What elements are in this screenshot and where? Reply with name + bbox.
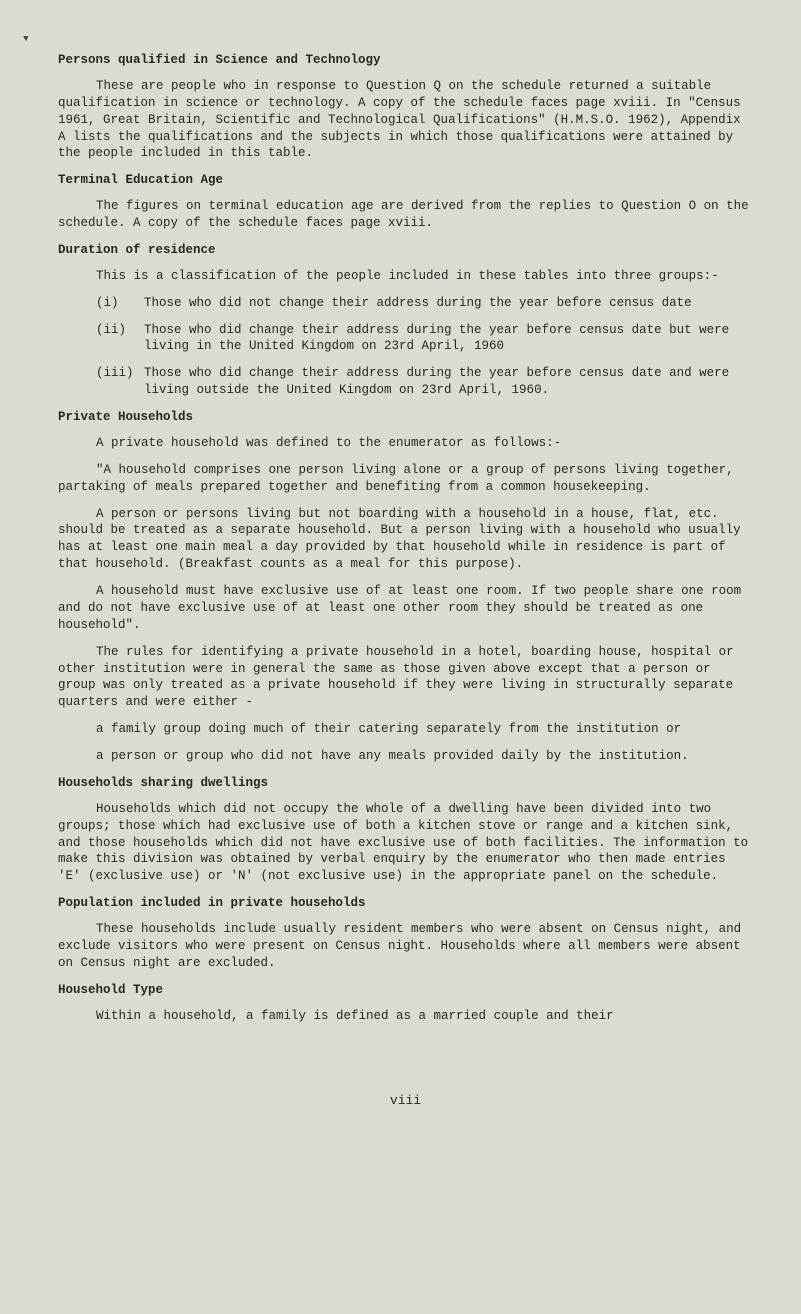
heading-persons-qualified: Persons qualified in Science and Technol… <box>58 52 753 69</box>
list-item: (iii) Those who did change their address… <box>96 365 753 399</box>
list-item: (i) Those who did not change their addre… <box>96 295 753 312</box>
list-marker: (iii) <box>96 365 144 399</box>
list-marker: (ii) <box>96 322 144 356</box>
paragraph: The rules for identifying a private hous… <box>58 644 753 712</box>
sub-paragraph: a family group doing much of their cater… <box>96 721 753 738</box>
paragraph: A private household was defined to the e… <box>58 435 753 452</box>
paragraph: This is a classification of the people i… <box>58 268 753 285</box>
paragraph: These are people who in response to Ques… <box>58 78 753 162</box>
paragraph: Within a household, a family is defined … <box>58 1008 753 1025</box>
paragraph: A person or persons living but not board… <box>58 506 753 574</box>
heading-household-type: Household Type <box>58 982 753 999</box>
page-number: viii <box>58 1092 753 1110</box>
heading-population-included: Population included in private household… <box>58 895 753 912</box>
list-text: Those who did change their address durin… <box>144 322 753 356</box>
document-page: ▾ Persons qualified in Science and Techn… <box>0 0 801 1314</box>
residence-groups-list: (i) Those who did not change their addre… <box>58 295 753 399</box>
paragraph: These households include usually residen… <box>58 921 753 972</box>
corner-mark: ▾ <box>22 30 30 48</box>
paragraph: Households which did not occupy the whol… <box>58 801 753 885</box>
list-item: (ii) Those who did change their address … <box>96 322 753 356</box>
paragraph: The figures on terminal education age ar… <box>58 198 753 232</box>
heading-households-sharing-dwellings: Households sharing dwellings <box>58 775 753 792</box>
heading-private-households: Private Households <box>58 409 753 426</box>
heading-terminal-education-age: Terminal Education Age <box>58 172 753 189</box>
list-text: Those who did change their address durin… <box>144 365 753 399</box>
list-text: Those who did not change their address d… <box>144 295 753 312</box>
list-marker: (i) <box>96 295 144 312</box>
sub-paragraph: a person or group who did not have any m… <box>96 748 753 765</box>
paragraph: "A household comprises one person living… <box>58 462 753 496</box>
heading-duration-of-residence: Duration of residence <box>58 242 753 259</box>
paragraph: A household must have exclusive use of a… <box>58 583 753 634</box>
